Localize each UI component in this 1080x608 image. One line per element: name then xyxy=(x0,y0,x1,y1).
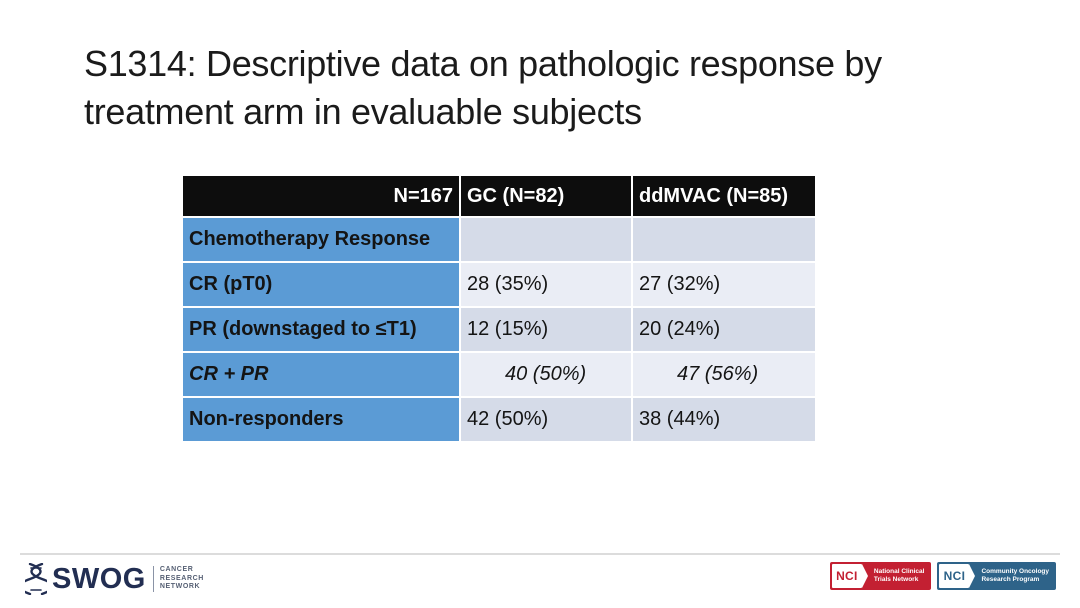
gc-value: 40 (50%) xyxy=(459,351,633,398)
row-label: Chemotherapy Response xyxy=(181,216,461,263)
header-gc-arm: GC (N=82) xyxy=(459,174,633,218)
row-label: Non-responders xyxy=(181,396,461,443)
nci-badge-label-line: Trials Network xyxy=(873,576,919,583)
gc-value: 42 (50%) xyxy=(459,396,633,443)
nci-abbr-box: NCI xyxy=(831,564,868,588)
row-label: CR + PR xyxy=(181,351,461,398)
nci-nctn-badge: NCI National Clinical Trials Network xyxy=(829,562,932,590)
ddmvac-value: 47 (56%) xyxy=(631,351,817,398)
ddmvac-value xyxy=(631,216,817,263)
table-row-chemotherapy-response: Chemotherapy Response xyxy=(181,216,817,263)
swog-wordmark: SWOG xyxy=(52,562,146,595)
ddmvac-value: 27 (32%) xyxy=(631,261,817,308)
row-label: PR (downstaged to ≤T1) xyxy=(181,306,461,353)
nci-ncorp-badge: NCI Community Oncology Research Program xyxy=(937,562,1056,590)
gc-value: 12 (15%) xyxy=(459,306,633,353)
swog-tagline-line: CANCER xyxy=(159,566,194,574)
swog-tagline-line: RESEARCH xyxy=(159,574,204,582)
nci-badge-label-line: Research Program xyxy=(981,576,1040,583)
nci-abbr-box: NCI xyxy=(939,564,976,588)
swog-tagline-line: NETWORK xyxy=(159,583,201,591)
header-ddmvac-arm: ddMVAC (N=85) xyxy=(631,174,817,218)
slide-title: S1314: Descriptive data on pathologic re… xyxy=(84,43,882,132)
nci-badge-label: Community Oncology Research Program xyxy=(969,562,1056,590)
header-total-n: N=167 xyxy=(181,174,461,218)
nci-badge-label-line: National Clinical xyxy=(873,568,925,575)
gc-value xyxy=(459,216,633,263)
table-row-non-responders: Non-responders 42 (50%) 38 (44%) xyxy=(181,396,817,443)
table-row-cr-plus-pr: CR + PR 40 (50%) 47 (56%) xyxy=(181,351,817,398)
nci-badges: NCI National Clinical Trials Network NCI… xyxy=(829,562,1056,590)
table-row-cr: CR (pT0) 28 (35%) 27 (32%) xyxy=(181,261,817,308)
swog-logo: SWOG CANCER RESEARCH NETWORK xyxy=(25,561,204,597)
response-table: N=167 GC (N=82) ddMVAC (N=85) Chemothera… xyxy=(181,174,817,443)
ddmvac-value: 20 (24%) xyxy=(631,306,817,353)
footer-divider xyxy=(20,553,1060,555)
nci-badge-label-line: Community Oncology xyxy=(981,568,1049,575)
nci-abbr: NCI xyxy=(943,569,966,583)
row-label: CR (pT0) xyxy=(181,261,461,308)
dna-helix-icon xyxy=(25,563,47,595)
nci-badge-label: National Clinical Trials Network xyxy=(862,562,932,590)
swog-tagline: CANCER RESEARCH NETWORK xyxy=(152,566,204,592)
table-header-row: N=167 GC (N=82) ddMVAC (N=85) xyxy=(181,174,817,218)
gc-value: 28 (35%) xyxy=(459,261,633,308)
nci-abbr: NCI xyxy=(836,569,858,583)
table-row-pr: PR (downstaged to ≤T1) 12 (15%) 20 (24%) xyxy=(181,306,817,353)
ddmvac-value: 38 (44%) xyxy=(631,396,817,443)
